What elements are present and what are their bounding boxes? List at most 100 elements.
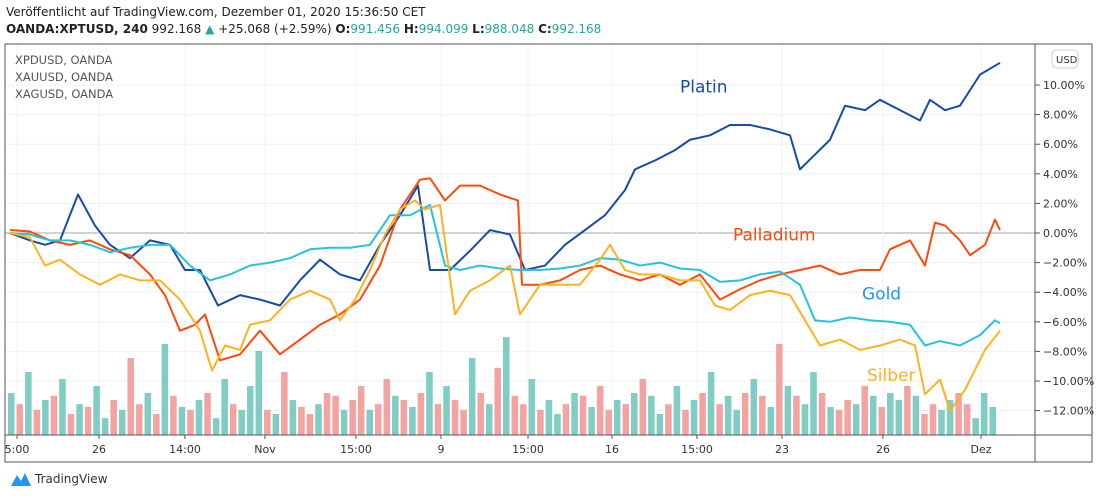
volume-bar (801, 404, 809, 435)
volume-bar (741, 393, 749, 435)
x-tick-label: 15:00 (340, 443, 372, 456)
volume-bar (477, 393, 484, 435)
legend: XPDUSD, OANDA XAUUSD, OANDA XAGUSD, OAND… (15, 52, 113, 103)
volume-bar (921, 414, 928, 435)
volume-bar (648, 395, 655, 435)
volume-bar (76, 404, 83, 435)
volume-bar (417, 393, 425, 435)
volume-bar (810, 372, 817, 435)
volume-bar (298, 407, 305, 435)
y-tick-label: −10.00% (1043, 375, 1094, 388)
volume-bar (281, 372, 288, 435)
x-tick-label: 14:00 (169, 443, 201, 456)
currency-button[interactable] (1051, 49, 1079, 69)
volume-bar (844, 400, 851, 435)
currency-button-label[interactable]: USD (1056, 55, 1078, 66)
volume-bar (392, 395, 399, 435)
volume-bar (537, 409, 544, 435)
volume-bar (366, 409, 373, 435)
x-tick-label: 15:00 (512, 443, 544, 456)
volume-bar (42, 400, 49, 435)
volume-bar (596, 386, 604, 435)
volume-bar (229, 404, 237, 435)
x-tick-label: 5:00 (5, 443, 30, 456)
volume-bar (315, 404, 322, 435)
volume-bar (716, 404, 723, 435)
volume-bar (503, 337, 510, 435)
low-label: L: (472, 22, 485, 36)
y-tick-label: 8.00% (1043, 109, 1078, 122)
volume-bar (895, 400, 903, 435)
volume-bar (622, 404, 630, 435)
volume-bar (852, 404, 860, 435)
y-tick-label: −4.00% (1043, 286, 1087, 299)
volume-bar (818, 393, 826, 435)
volume-bar (357, 386, 365, 435)
volume-bar (127, 358, 135, 435)
x-tick-label: 15:00 (681, 443, 713, 456)
y-tick-label: 2.00% (1043, 197, 1078, 210)
volume-bar (170, 395, 177, 435)
volume-bar (144, 393, 152, 435)
volume-bar (272, 414, 280, 435)
volume-bar (750, 379, 758, 435)
volume-bar (827, 407, 834, 435)
x-tick-label: Nov (254, 443, 276, 456)
volume-bar (204, 393, 211, 435)
series-line-gold[interactable] (9, 203, 1001, 347)
volume-bar (451, 400, 459, 435)
series-line-platin[interactable] (9, 61, 1001, 307)
series-line-silber[interactable] (9, 199, 1001, 412)
y-tick-label: 0.00% (1043, 227, 1078, 240)
volume-bar (340, 409, 348, 435)
volume-bar (59, 379, 66, 435)
volume-bar (434, 404, 442, 435)
legend-item[interactable]: XAGUSD, OANDA (15, 87, 114, 101)
volume-bar (613, 400, 621, 435)
volume-bar (246, 386, 254, 435)
volume-bar (869, 395, 877, 435)
volume-bar (980, 393, 988, 435)
volume-bar (323, 393, 331, 435)
volume-bar (946, 400, 954, 435)
high-value: 994.099 (418, 22, 469, 36)
series-label-gold: Gold (862, 285, 901, 305)
legend-item[interactable]: XPDUSD, OANDA (15, 53, 113, 67)
volume-bar (33, 409, 41, 435)
legend-item[interactable]: XAUUSD, OANDA (15, 70, 113, 84)
x-tick-label: Dez (970, 443, 991, 456)
published-note: Veröffentlicht auf TradingView.com, Deze… (6, 5, 426, 19)
y-tick-label: 4.00% (1043, 168, 1078, 181)
x-tick-label: 23 (775, 443, 789, 456)
series-line-palladium[interactable] (9, 177, 1001, 362)
volume-bar (8, 393, 15, 435)
volume-bar (485, 404, 493, 435)
volume-bar (332, 395, 339, 435)
volume-bar (264, 409, 271, 435)
volume-bar (776, 344, 783, 435)
y-tick-label: −8.00% (1043, 345, 1087, 358)
volume-bar (989, 407, 996, 435)
volume-bar (972, 418, 979, 435)
volume-bar (409, 407, 416, 435)
volume-bar (545, 400, 553, 435)
y-tick-label: −12.00% (1043, 405, 1094, 418)
price-change: +25.068 (+2.59%) (218, 22, 332, 36)
volume-bar (426, 372, 433, 435)
volume-bar (784, 386, 792, 435)
volume-bar (682, 409, 689, 435)
volume-bar (25, 372, 32, 435)
brand-name: TradingView (35, 472, 108, 486)
volume-bar (50, 395, 58, 435)
volume-bar (887, 393, 894, 435)
tradingview-logo[interactable]: TradingView (10, 471, 108, 487)
volume-bar (468, 358, 476, 435)
volume-bar (195, 400, 203, 435)
volume-bar (904, 386, 911, 435)
volume-bar (255, 351, 263, 435)
tradingview-logo-icon (11, 473, 31, 486)
volume-bar (929, 404, 937, 435)
series-label-palladium: Palladium (733, 225, 816, 245)
volume-bar (67, 414, 75, 435)
